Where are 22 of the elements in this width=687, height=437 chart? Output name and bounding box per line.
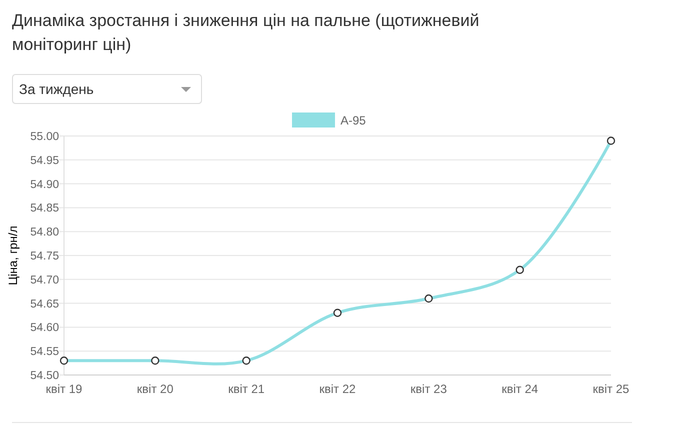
x-tick-label: квіт 22 <box>319 382 356 396</box>
y-tick-label: 54.60 <box>30 322 59 334</box>
y-tick-label: 54.95 <box>30 154 59 167</box>
x-tick-label: квіт 24 <box>502 382 538 396</box>
y-tick-label: 54.65 <box>30 298 59 310</box>
legend-label: A-95 <box>340 114 366 128</box>
y-axis-title: Ціна, грн/л <box>6 226 20 286</box>
y-tick-label: 54.55 <box>30 346 59 358</box>
y-tick-label: 54.85 <box>30 202 59 215</box>
y-tick-label: 55.00 <box>30 131 59 143</box>
y-tick-label: 54.80 <box>30 226 59 239</box>
text: За тиждень <box>19 81 94 97</box>
x-tick-label: квіт 21 <box>228 382 265 396</box>
y-tick-label: 54.75 <box>30 250 59 262</box>
x-tick-label: квіт 20 <box>136 382 174 396</box>
y-tick-label: 54.70 <box>30 274 59 286</box>
chart-title: Динаміка зростання і зниження цін на пальне (щотижневий моніторинг цін) <box>12 11 480 54</box>
x-tick-label: квіт 19 <box>46 382 83 396</box>
y-tick-label: 54.50 <box>30 370 59 382</box>
x-tick-label: квіт 23 <box>410 382 448 396</box>
y-tick-label: 54.90 <box>30 178 59 191</box>
x-tick-label: квіт 25 <box>592 382 630 396</box>
